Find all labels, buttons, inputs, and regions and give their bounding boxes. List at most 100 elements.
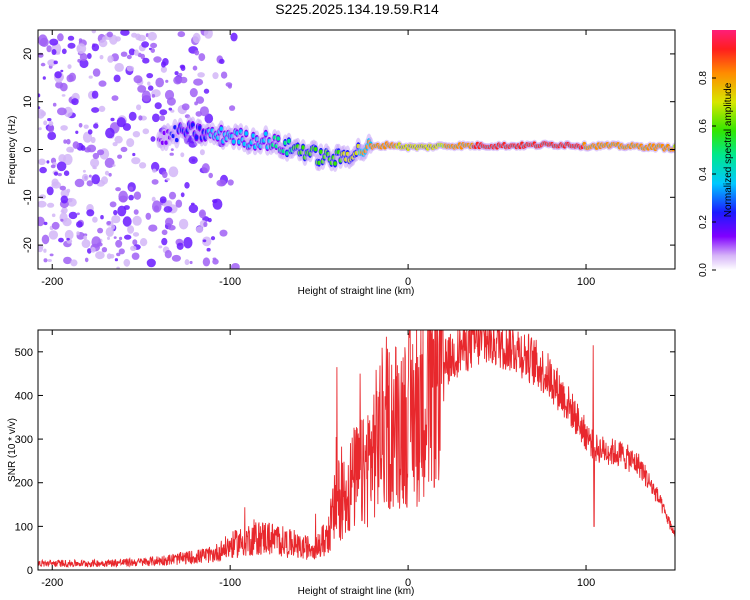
spectrogram-y-tick-label: -20 xyxy=(22,237,34,253)
spectrogram-noise-blob xyxy=(152,113,160,123)
spectrogram-noise-blob xyxy=(139,238,148,247)
spectrogram-noise-blob xyxy=(138,115,143,121)
spectrogram-noise-blob xyxy=(116,252,121,257)
spectrogram-noise-blob xyxy=(171,254,181,262)
spectrogram-noise-blob xyxy=(164,89,175,101)
spectrogram-noise-blob xyxy=(178,218,189,230)
spectrogram-noise-blob xyxy=(210,236,216,241)
snr-y-tick-label: 300 xyxy=(15,434,33,446)
colorbar-tick-label: 0.2 xyxy=(698,215,709,229)
spectrogram-noise-blob xyxy=(155,77,164,88)
snr-y-tick-label: 500 xyxy=(15,347,33,359)
spectrogram-noise-blob xyxy=(87,248,92,254)
spectrogram-noise-blob xyxy=(66,138,71,145)
spectrogram-noise-blob xyxy=(47,131,57,141)
colorbar-gradient xyxy=(712,30,736,270)
spectrogram-noise-blob xyxy=(199,106,209,117)
spectrogram-noise-blob xyxy=(179,64,186,69)
spectrogram-noise-blob xyxy=(167,224,176,231)
spectrogram-noise-blob xyxy=(57,33,64,42)
spectrogram-noise-blob xyxy=(90,158,100,168)
spectrogram-noise-blob xyxy=(114,135,123,144)
spectrogram-noise-blob xyxy=(106,253,112,260)
spectrogram-noise-blob xyxy=(207,217,212,223)
spectrogram-noise-blob xyxy=(72,141,80,149)
spectrogram-noise-blob xyxy=(63,139,67,144)
spectrogram-noise-blob xyxy=(48,230,59,240)
snr-x-axis-label: Height of straight line (km) xyxy=(298,586,415,597)
snr-x-tick-label: -100 xyxy=(219,577,241,589)
snr-axes: -200 -100 0 100 0 100 200 300 400 500 xyxy=(15,330,675,589)
spectrogram-noise-blob xyxy=(120,51,128,57)
spectrogram-noise-blob xyxy=(183,237,193,249)
spectrogram-noise-blob xyxy=(67,42,76,49)
spectrogram-noise-blob xyxy=(130,245,137,251)
spectrogram-noise-blob xyxy=(38,158,46,166)
spectrogram-noise-blob xyxy=(60,195,68,204)
spectrogram-noise-blob xyxy=(141,90,151,102)
spectrogram-noise-blob xyxy=(57,107,67,116)
spectrogram-noise-blob xyxy=(70,259,78,267)
spectrogram-noise-blob xyxy=(120,30,130,36)
spectrogram-ridge-core xyxy=(219,126,224,131)
spectrogram-noise-blob xyxy=(179,76,188,84)
spectrogram-noise-blob xyxy=(76,212,80,216)
spectrogram-noise-blob xyxy=(170,148,174,152)
spectrogram-noise-blob xyxy=(112,142,118,147)
spectrogram-noise-blob xyxy=(153,56,162,63)
spectrogram-noise-blob xyxy=(147,31,157,41)
spectrogram-noise-blob xyxy=(199,149,205,156)
spectrogram-noise-blob xyxy=(42,76,46,80)
spectrogram-noise-blob xyxy=(58,237,64,243)
spectrogram-noise-blob xyxy=(91,90,99,99)
spectrogram-noise-blob xyxy=(105,127,115,139)
spectrogram-noise-blob xyxy=(124,234,132,240)
spectrogram-noise-blob xyxy=(202,236,212,247)
spectrogram-noise-blob xyxy=(162,171,168,179)
snr-y-tick-label: 400 xyxy=(15,390,33,402)
spectrogram-noise-blob xyxy=(128,111,137,121)
spectrogram-noise-blob xyxy=(133,49,139,56)
spectrogram-noise-blob xyxy=(38,34,48,47)
spectrogram-y-tick-label: 0 xyxy=(22,146,34,152)
spectrogram-ridge-core xyxy=(231,139,236,144)
spectrogram-noise-blob xyxy=(203,221,208,227)
spectrogram-ridge-core xyxy=(175,137,179,143)
spectrogram-noise-blob xyxy=(133,209,139,215)
spectrogram-noise-blob xyxy=(104,157,115,168)
spectrogram-noise-blob xyxy=(60,125,68,131)
spectrogram-noise-blob xyxy=(86,180,94,187)
spectrogram-noise-blob xyxy=(202,257,211,267)
spectrogram-noise-blob xyxy=(184,182,190,189)
spectrogram-noise-blob xyxy=(92,152,100,160)
spectrogram-noise-blob xyxy=(132,131,141,138)
spectrogram-noise-blob xyxy=(97,227,104,234)
spectrogram-noise-blob xyxy=(152,168,157,173)
spectrogram-noise-blob xyxy=(127,225,135,234)
spectrogram-noise-blob xyxy=(126,54,132,60)
spectrogram-noise-blob xyxy=(93,123,99,129)
spectrogram-noise-blob xyxy=(163,206,173,213)
spectrogram-noise-blob xyxy=(43,221,48,226)
spectrogram-noise-blob xyxy=(81,173,89,182)
spectrogram-noise-blob xyxy=(79,53,88,62)
spectrogram-noise-blob xyxy=(195,111,203,117)
spectrogram-noise-blob xyxy=(57,173,62,177)
spectrogram-noise-blob xyxy=(97,149,105,156)
spectrogram-noise-blob xyxy=(151,196,156,202)
spectrogram-noise-blob xyxy=(219,229,228,237)
spectrogram-noise-blob xyxy=(79,59,89,69)
spectrogram-noise-blob xyxy=(90,246,96,253)
spectrogram-noise-blob xyxy=(118,248,125,255)
spectrogram-noise-blob xyxy=(113,74,121,83)
spectrogram-noise-blob xyxy=(189,260,193,265)
spectrogram-noise-blob xyxy=(60,218,64,222)
spectrogram-noise-blob xyxy=(160,66,167,73)
spectrogram-noise-blob xyxy=(40,62,46,67)
spectrogram-noise-blob xyxy=(51,221,60,230)
spectrogram-noise-blob xyxy=(117,154,123,159)
spectrogram-noise-blob xyxy=(154,102,162,110)
spectrogram-noise-blob xyxy=(53,171,59,176)
spectrogram-noise-blob xyxy=(114,258,118,262)
spectrogram-noise-blob xyxy=(61,48,67,55)
